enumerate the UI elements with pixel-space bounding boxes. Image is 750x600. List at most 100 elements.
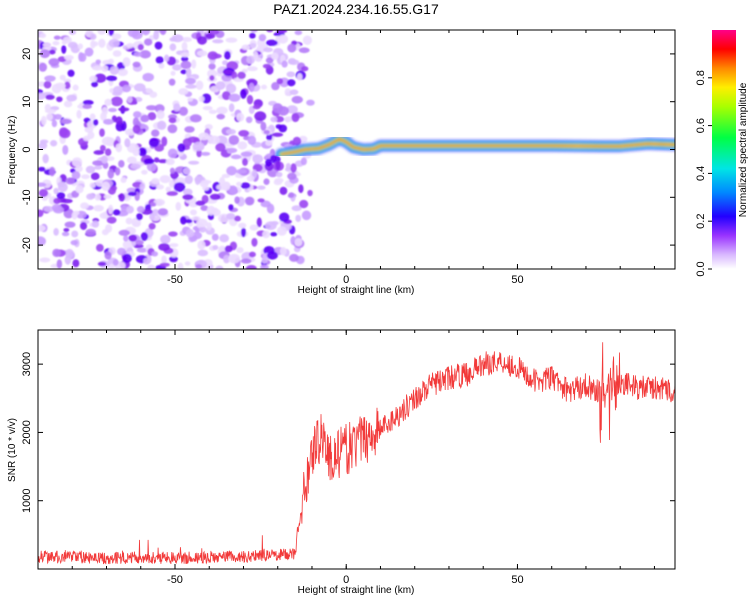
- noise-blob: [185, 84, 197, 89]
- noise-blob: [98, 38, 106, 48]
- noise-blob: [219, 234, 230, 243]
- noise-blob: [72, 210, 80, 216]
- noise-blob: [53, 197, 61, 204]
- snr-y-tick-label: 3000: [21, 352, 33, 376]
- noise-blob: [38, 182, 47, 187]
- noise-blob: [157, 120, 167, 131]
- noise-blob: [104, 148, 112, 156]
- noise-blob: [202, 186, 210, 191]
- noise-blob: [158, 62, 165, 69]
- noise-blob: [56, 259, 63, 269]
- noise-blob: [62, 144, 69, 155]
- noise-blob: [202, 105, 213, 111]
- spectrogram-x-tick-label: -50: [167, 274, 183, 286]
- noise-blob: [85, 165, 96, 174]
- noise-blob: [189, 209, 197, 216]
- noise-blob: [53, 227, 59, 236]
- noise-blob: [115, 116, 123, 125]
- noise-blob: [207, 51, 218, 60]
- noise-blob: [166, 191, 179, 196]
- noise-blob: [118, 160, 125, 168]
- noise-blob: [168, 231, 178, 237]
- spectrogram-x-tick-label: 0: [343, 274, 349, 286]
- noise-blob: [106, 75, 118, 82]
- noise-blob: [286, 79, 296, 87]
- noise-blob: [38, 236, 46, 247]
- noise-blob: [191, 59, 197, 69]
- noise-blob: [108, 38, 120, 48]
- noise-blob: [153, 157, 160, 163]
- figure-title: PAZ1.2024.234.16.55.G17: [273, 1, 439, 17]
- noise-blob: [140, 232, 149, 241]
- noise-blob: [185, 67, 192, 78]
- noise-blob: [208, 135, 221, 145]
- noise-blob: [222, 60, 228, 66]
- noise-blob: [149, 202, 156, 207]
- ridge-layer-6: [280, 138, 675, 155]
- noise-blob: [38, 92, 46, 100]
- noise-blob: [286, 71, 296, 78]
- noise-blob: [200, 205, 209, 211]
- noise-blob: [161, 136, 168, 147]
- noise-blob: [180, 216, 187, 225]
- noise-blob: [50, 140, 58, 147]
- noise-blob: [173, 182, 186, 192]
- noise-blob: [187, 136, 199, 143]
- noise-blob: [149, 91, 158, 98]
- noise-blob: [306, 99, 315, 106]
- noise-blob: [145, 87, 153, 94]
- noise-blob: [108, 30, 114, 36]
- noise-blob: [44, 109, 57, 114]
- noise-blob: [77, 43, 84, 50]
- noise-blob: [292, 136, 302, 146]
- noise-blob: [111, 185, 117, 191]
- noise-blob: [122, 240, 134, 250]
- noise-blob: [97, 261, 107, 267]
- noise-blob: [165, 158, 175, 166]
- noise-blob: [175, 201, 182, 211]
- noise-blob: [101, 229, 109, 236]
- noise-blob: [211, 233, 219, 241]
- noise-blob: [99, 212, 110, 219]
- noise-blob: [128, 234, 137, 242]
- noise-blob: [275, 124, 283, 129]
- noise-blob: [160, 234, 171, 244]
- noise-blob: [155, 184, 164, 190]
- noise-blob: [178, 106, 188, 116]
- noise-blob: [71, 171, 81, 180]
- spectrogram-y-tick-label: -10: [21, 189, 33, 205]
- noise-blob: [181, 36, 193, 43]
- noise-blob: [170, 70, 176, 76]
- noise-blob: [159, 175, 171, 184]
- noise-blob: [250, 30, 258, 33]
- noise-blob: [39, 49, 51, 59]
- noise-blob: [184, 175, 193, 185]
- snr-x-ticks: -50 0 50: [37, 330, 655, 586]
- noise-blob: [307, 189, 313, 197]
- noise-blob: [247, 135, 257, 146]
- noise-blob: [53, 35, 61, 40]
- noise-blob: [56, 192, 66, 199]
- noise-blob: [104, 98, 112, 106]
- noise-blob: [126, 156, 137, 164]
- noise-blob: [59, 128, 71, 139]
- noise-blob: [284, 88, 292, 97]
- noise-blob: [215, 142, 226, 152]
- noise-blob: [96, 243, 104, 252]
- noise-blob: [45, 94, 55, 100]
- noise-blob: [245, 264, 257, 269]
- noise-blob: [253, 51, 259, 61]
- noise-blob: [260, 200, 271, 208]
- noise-blob: [158, 159, 169, 164]
- noise-blob: [71, 157, 83, 167]
- noise-blob: [158, 243, 170, 251]
- noise-blob: [181, 41, 188, 51]
- noise-blob: [109, 66, 120, 75]
- noise-blob: [38, 142, 48, 150]
- noise-blob: [301, 66, 309, 72]
- noise-blob: [63, 78, 72, 84]
- noise-blob: [65, 177, 76, 185]
- noise-blob: [221, 91, 231, 101]
- snr-y-label: SNR (10 * v/v): [7, 418, 18, 482]
- snr-y-tick-label: 1000: [21, 488, 33, 512]
